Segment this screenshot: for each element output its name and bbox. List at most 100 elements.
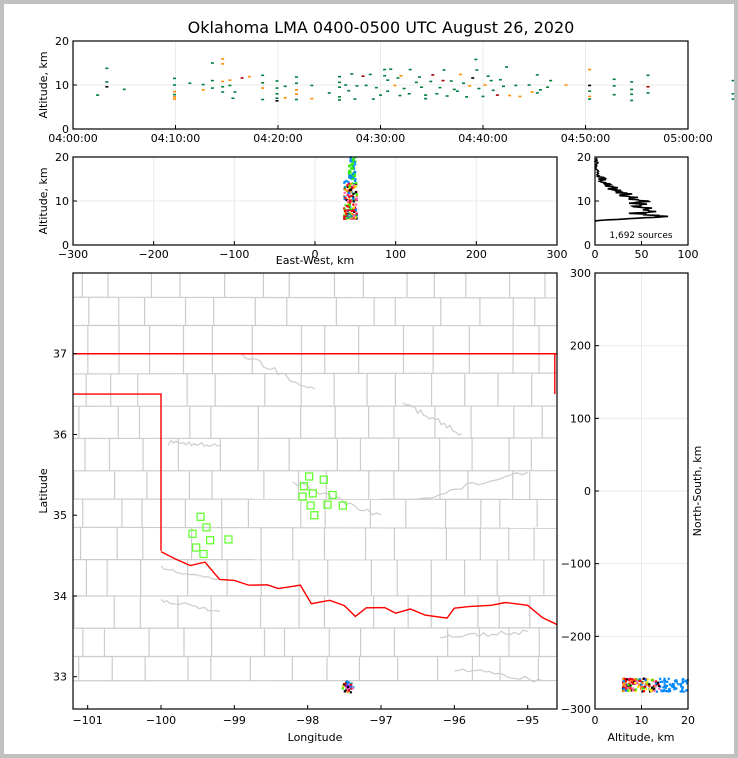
- source-point: [355, 194, 358, 197]
- y-tick-label: 36: [53, 428, 67, 441]
- source-point: [350, 214, 353, 217]
- source-point: [631, 679, 634, 682]
- source-point: [645, 683, 648, 686]
- source-point: [668, 688, 671, 691]
- source-point: [673, 686, 676, 689]
- source-point: [644, 678, 647, 682]
- lma-station-marker: [202, 523, 211, 532]
- source-point: [221, 63, 225, 65]
- source-point: [651, 686, 654, 689]
- source-point: [122, 88, 126, 91]
- source-point: [352, 200, 355, 203]
- source-point: [680, 690, 683, 693]
- source-point: [275, 87, 279, 89]
- source-point: [343, 188, 347, 191]
- y-tick-label: 300: [570, 267, 591, 280]
- source-point: [352, 198, 355, 202]
- source-point: [628, 689, 631, 692]
- source-point: [675, 687, 678, 690]
- source-point: [354, 179, 357, 182]
- source-point: [671, 685, 674, 689]
- source-point: [648, 690, 652, 693]
- source-point: [673, 688, 676, 691]
- y-tick-label: 20: [55, 35, 69, 48]
- source-point: [283, 85, 287, 88]
- lma-station-marker: [205, 536, 215, 545]
- source-point: [505, 66, 509, 68]
- source-point: [681, 680, 685, 684]
- source-point: [628, 677, 632, 680]
- source-point: [644, 687, 648, 690]
- source-point: [673, 679, 677, 683]
- source-point: [353, 214, 356, 217]
- source-point: [346, 184, 349, 187]
- source-point: [349, 682, 352, 685]
- source-point: [349, 683, 353, 686]
- source-point: [655, 690, 659, 693]
- state-border-red-river: [160, 550, 557, 626]
- source-point: [348, 172, 351, 175]
- lma-station-marker: [310, 511, 319, 520]
- source-point: [658, 687, 661, 690]
- source-point: [341, 687, 344, 690]
- source-point: [672, 683, 675, 686]
- source-point: [659, 680, 662, 683]
- lma-station-marker: [308, 489, 317, 498]
- source-point: [636, 682, 639, 685]
- source-point: [682, 690, 685, 693]
- y-tick-label: −300: [561, 703, 591, 716]
- source-point: [294, 82, 298, 85]
- source-point: [231, 97, 235, 99]
- source-point: [628, 679, 631, 682]
- source-point: [350, 217, 353, 220]
- source-point: [481, 95, 485, 98]
- source-point: [327, 92, 331, 94]
- source-point: [344, 689, 347, 692]
- source-point: [623, 677, 626, 680]
- source-point: [636, 678, 639, 681]
- source-point: [465, 96, 469, 98]
- altitude-profile-line: [593, 157, 669, 222]
- source-point: [172, 77, 176, 80]
- source-point: [228, 79, 232, 81]
- source-point: [338, 81, 341, 84]
- source-point: [347, 689, 351, 692]
- source-point: [652, 684, 655, 688]
- y-tick-label: −100: [561, 558, 591, 571]
- source-point: [343, 682, 346, 686]
- y-tick-label: 0: [62, 123, 69, 136]
- source-point: [663, 688, 666, 692]
- source-point: [344, 84, 348, 86]
- source-point: [663, 677, 666, 680]
- source-point: [348, 164, 351, 168]
- source-point: [338, 99, 341, 101]
- source-point: [344, 204, 347, 207]
- source-point: [348, 686, 351, 689]
- source-point: [679, 690, 682, 693]
- source-point: [424, 97, 428, 100]
- source-point: [261, 74, 265, 77]
- river-boundary: [241, 353, 316, 390]
- source-point: [349, 206, 352, 209]
- altitude-histogram-axes: 0 50 100 0 10 20 1,692 sources: [577, 151, 699, 261]
- source-point: [343, 181, 346, 184]
- x-axis-label: East-West, km: [276, 254, 354, 267]
- source-point: [631, 689, 634, 692]
- x-tick-label: 100: [385, 248, 406, 261]
- river-boundary: [160, 565, 220, 581]
- source-point: [346, 194, 349, 197]
- y-tick-label: 200: [570, 340, 591, 353]
- source-point: [310, 97, 314, 100]
- source-point: [350, 160, 353, 163]
- source-point: [346, 201, 350, 204]
- source-point: [452, 88, 456, 91]
- source-point: [349, 159, 352, 163]
- source-point: [489, 79, 493, 82]
- source-point: [352, 195, 355, 198]
- source-point: [351, 178, 354, 181]
- source-point: [346, 686, 350, 689]
- x-tick-label: 10: [635, 714, 649, 727]
- source-point: [347, 681, 350, 684]
- source-point: [352, 184, 356, 187]
- source-point: [352, 203, 355, 206]
